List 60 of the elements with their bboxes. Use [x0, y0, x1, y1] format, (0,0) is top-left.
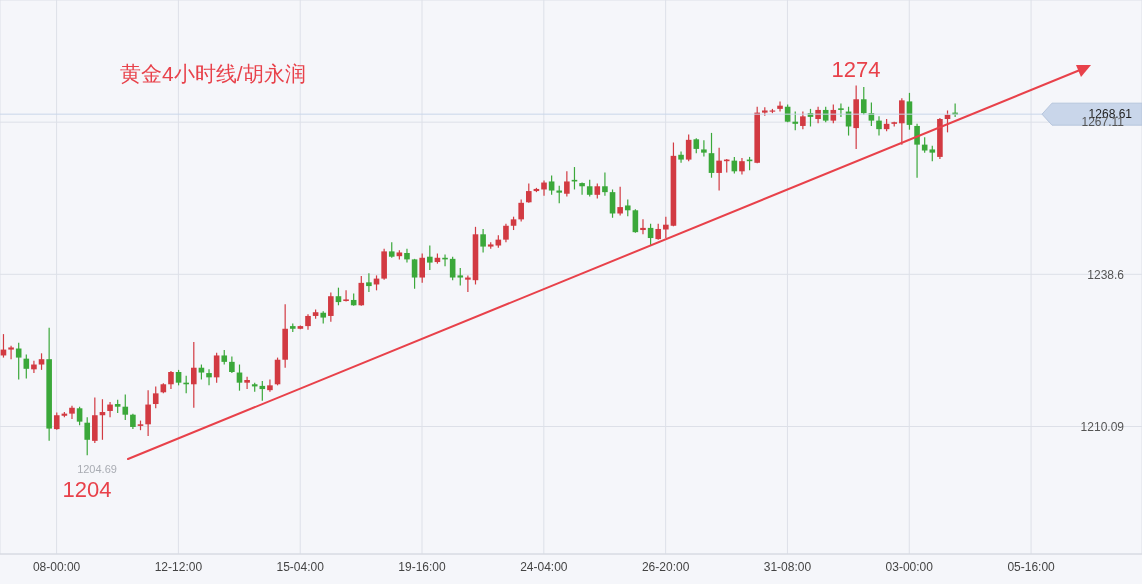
candlestick: [419, 252, 425, 284]
x-tick-label: 05-16:00: [1007, 559, 1056, 574]
candlestick: [678, 150, 684, 164]
candlestick: [914, 123, 920, 179]
candlestick: [206, 368, 212, 386]
candlestick: [899, 97, 905, 146]
candlestick: [685, 133, 692, 162]
candlestick: [860, 86, 867, 116]
candlestick: [480, 228, 486, 254]
x-tick-label: 24-04:00: [520, 559, 568, 574]
candlestick: [541, 179, 547, 197]
x-tick-label: 12-12:00: [154, 559, 203, 574]
candlestick: [602, 171, 608, 197]
candlestick: [76, 406, 83, 426]
annotation: 1274: [831, 57, 881, 83]
candlestick: [328, 291, 334, 323]
candlestick: [427, 244, 433, 271]
candlestick: [244, 376, 250, 390]
candlestick: [358, 275, 365, 307]
candlestick: [465, 274, 471, 293]
candlestick: [191, 341, 197, 409]
candlestick: [617, 186, 623, 217]
candlestick: [449, 256, 456, 281]
candlestick: [777, 100, 783, 113]
x-tick-label: 08-00:00: [32, 559, 81, 574]
text: 黄金4小时线/胡永润: [120, 61, 306, 87]
candlestick: [518, 199, 524, 223]
candlestick: [716, 147, 722, 192]
candlestick: [145, 389, 151, 437]
y-tick-label: 1210.09: [1080, 419, 1125, 434]
candlestick: [84, 416, 91, 456]
candlestick: [8, 345, 14, 360]
candlestick: [640, 218, 646, 235]
x-tick-label: 15-04:00: [276, 559, 325, 574]
candlestick: [122, 393, 129, 421]
y-tick-label: 1238.6: [1087, 267, 1125, 282]
candlestick: [525, 183, 532, 204]
annotation: 1204: [62, 477, 112, 503]
candlestick: [876, 115, 882, 137]
candlestick: [548, 174, 555, 196]
candlestick: [107, 401, 113, 418]
x-tick-label: 26-20:00: [641, 559, 690, 574]
candlestick: [267, 378, 273, 393]
candlestick: [366, 272, 372, 293]
candlestick: [838, 102, 844, 118]
candlestick: [708, 132, 715, 179]
candlestick: [701, 139, 707, 157]
candlestick: [579, 181, 585, 196]
candlestick: [168, 370, 174, 390]
candlestick: [343, 289, 349, 303]
x-tick-label: 31-08:00: [763, 559, 812, 574]
candlestick: [792, 110, 799, 131]
candlestick: [411, 258, 418, 290]
x-tick-label: 19-16:00: [398, 559, 447, 574]
candlestick: [404, 248, 410, 264]
annotation: 1204.69: [77, 463, 117, 476]
x-tick-label: 03-00:00: [885, 559, 934, 574]
candlestick: [503, 223, 509, 243]
candlestick: [152, 385, 159, 409]
candlestick: [564, 170, 570, 198]
